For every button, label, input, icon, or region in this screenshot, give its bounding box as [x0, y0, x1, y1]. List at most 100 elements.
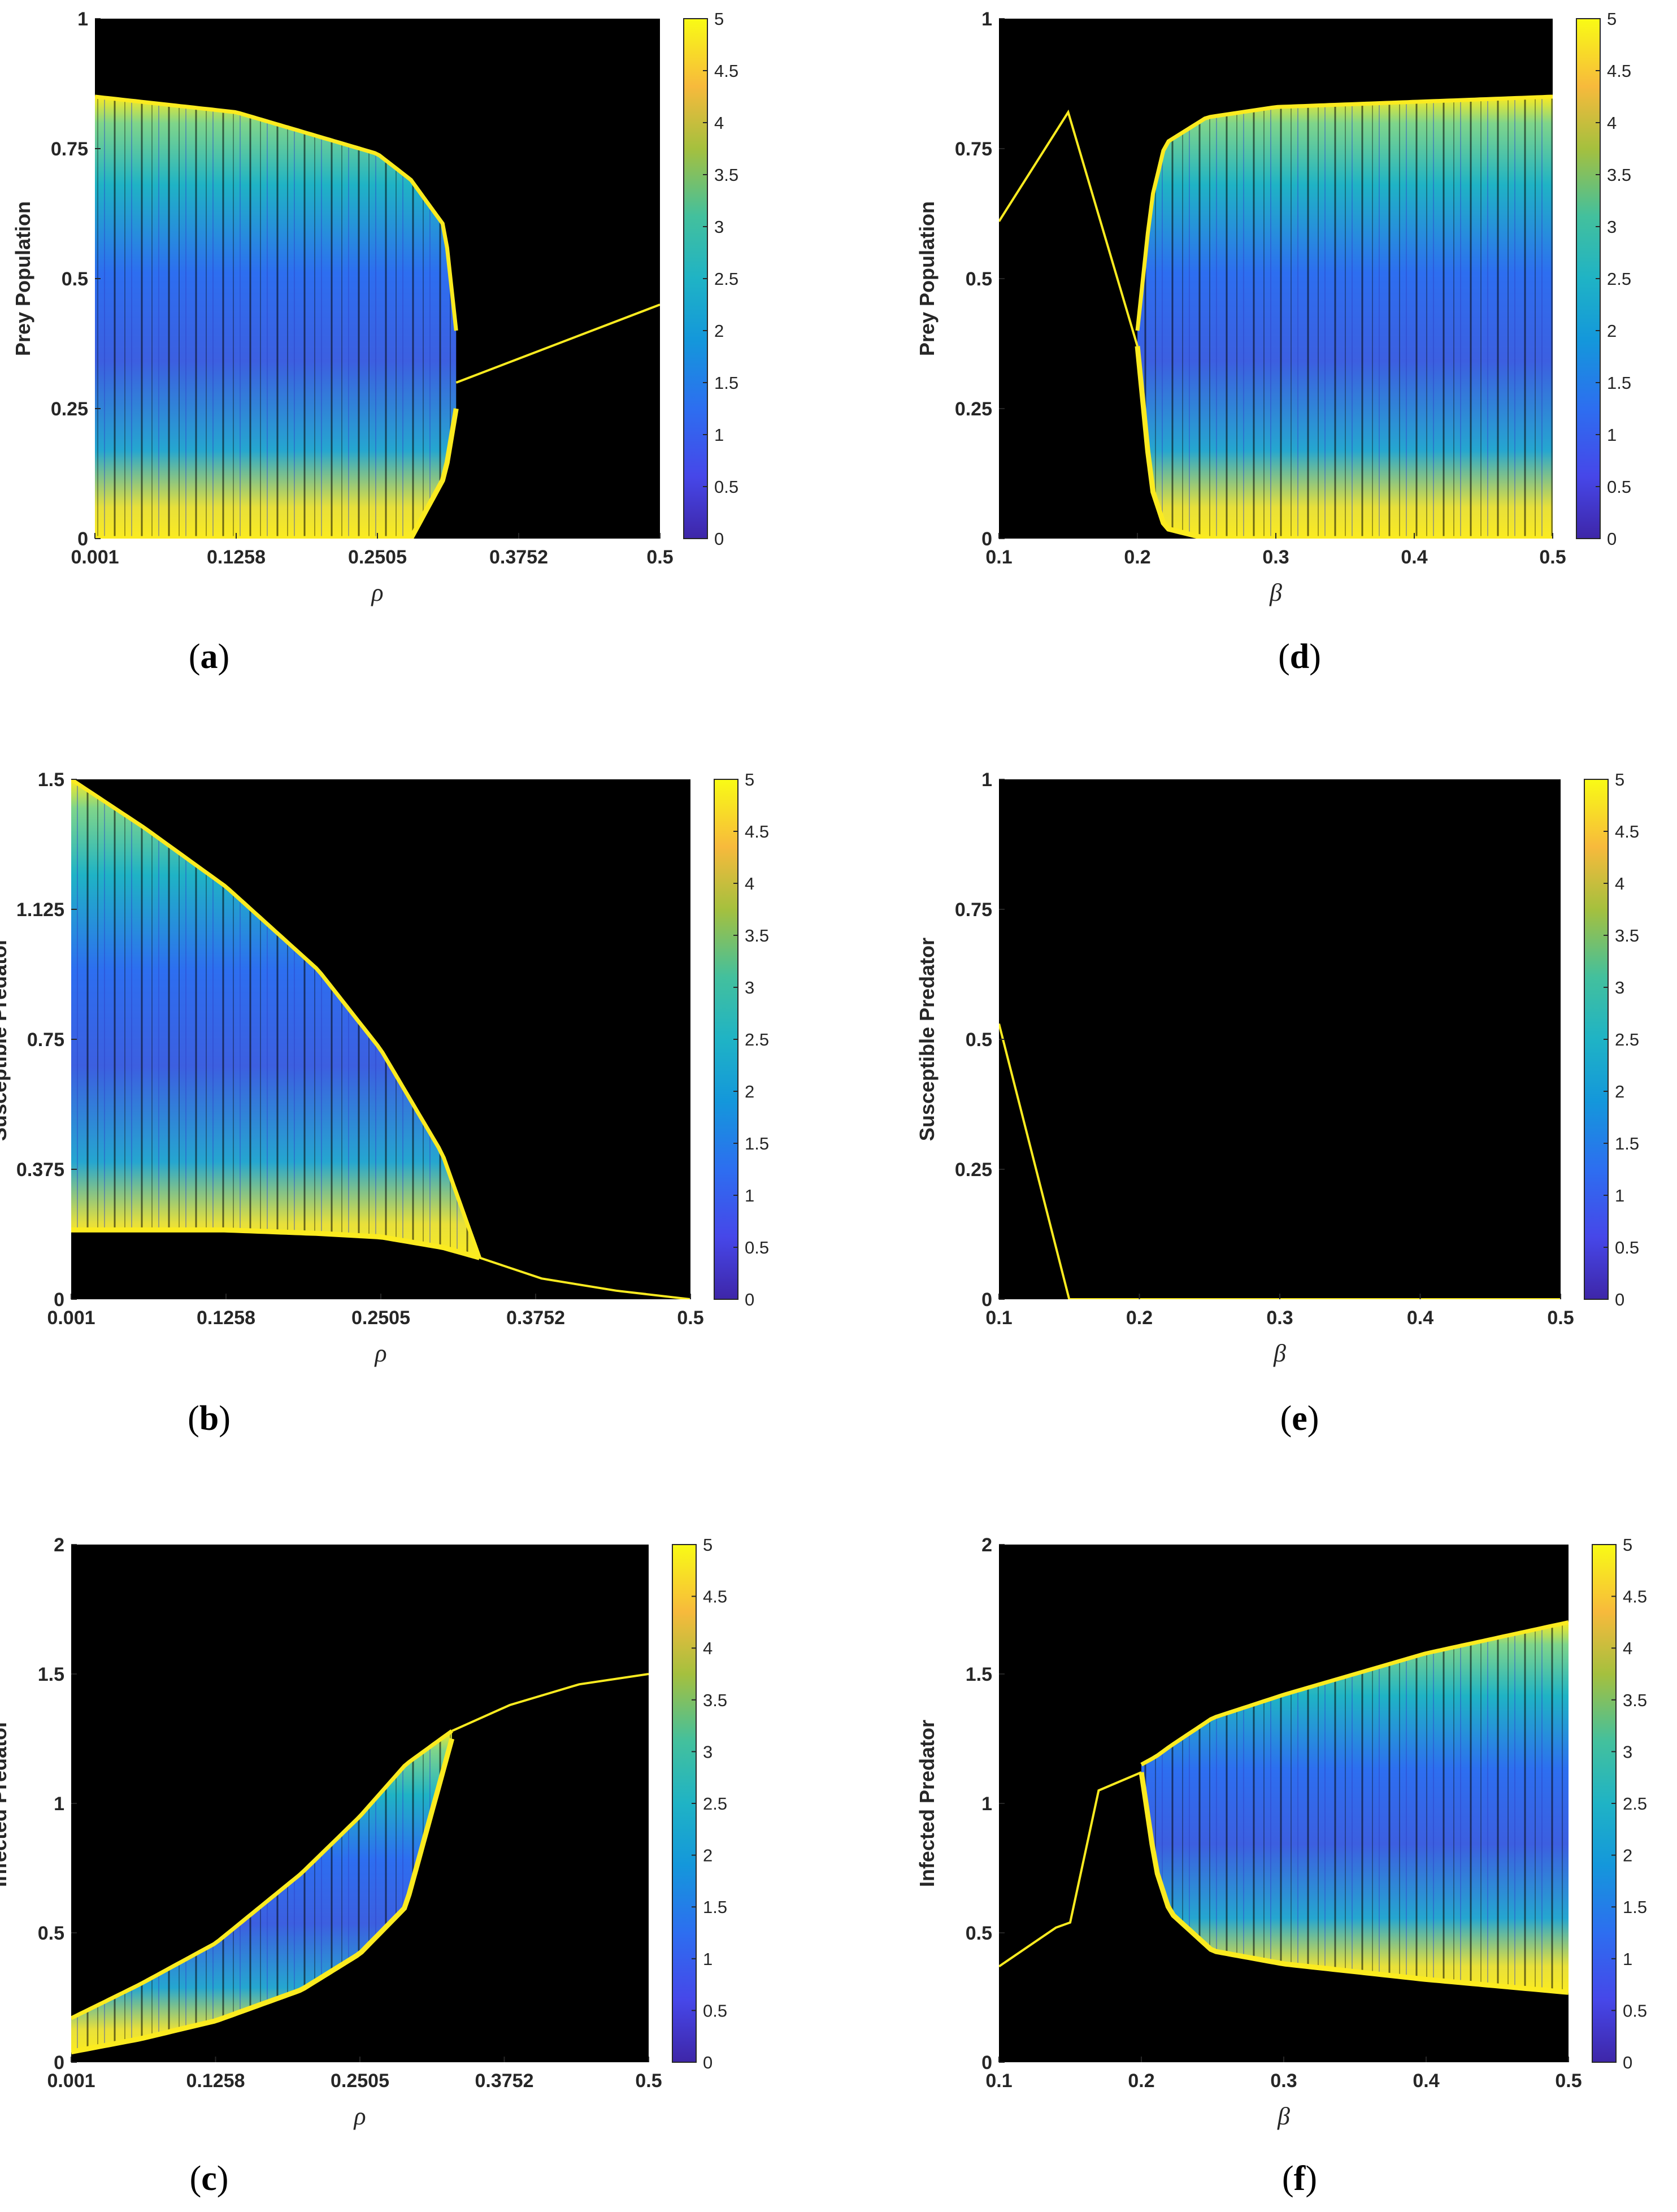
- y-tick-label: 1: [54, 1793, 64, 1815]
- colorbar-tick-label: 1: [703, 1949, 712, 1969]
- colorbar-tick-label: 0.5: [1607, 477, 1631, 497]
- colorbar-tick-label: 1: [1623, 1949, 1632, 1969]
- colorbar-tick-label: 3.5: [1607, 165, 1631, 185]
- y-tick-label: 0: [77, 528, 88, 550]
- colorbar-tick-label: 0.5: [1623, 2001, 1647, 2020]
- band-upper-edge: [1140, 1620, 1569, 1767]
- colorbar-tick-label: 4.5: [714, 61, 738, 81]
- stable-branch: [999, 1023, 1561, 1299]
- y-axis-label: Prey Population: [915, 201, 939, 356]
- y-axis-label: Infected Predator: [915, 1720, 939, 1887]
- panel-c: 0.001 0.1258 0.2505 0.3752 0.5 0 0.5 1 1.5 2 ρ Infe…: [0, 1534, 727, 2198]
- colorbar-tick-label: 3.5: [703, 1690, 727, 1710]
- y-tick-label: 1.5: [38, 1664, 64, 1685]
- y-tick-label: 1.5: [38, 769, 64, 791]
- y-tick-label: 0: [981, 2052, 992, 2074]
- x-tick-label: 0.3752: [506, 1307, 565, 1329]
- x-tick-label: 0.2: [1128, 2070, 1154, 2092]
- colorbar-tick-label: 2.5: [703, 1794, 727, 1814]
- x-tick-label: 0.1: [985, 547, 1012, 568]
- colorbar-tick-label: 5: [714, 9, 724, 29]
- y-tick-label: 0: [54, 2052, 64, 2074]
- colorbar-tick-label: 0: [714, 529, 724, 549]
- colorbar-tick-label: 3: [1623, 1742, 1632, 1762]
- colorbar-tick-label: 1: [745, 1186, 754, 1205]
- x-tick-label: 0.001: [71, 547, 119, 568]
- colorbar-tick-label: 4: [714, 113, 724, 133]
- x-tick-label: 0.4: [1413, 2070, 1439, 2092]
- y-axis-label: Susceptible Predator: [0, 938, 11, 1141]
- y-tick-label: 0: [981, 528, 992, 550]
- periodic-window-stripes: [95, 97, 457, 539]
- x-tick-label: 0.5: [1547, 1307, 1574, 1329]
- colorbar-tick-label: 0: [1607, 529, 1617, 549]
- colorbar: [1576, 18, 1601, 539]
- colorbar-tick-label: 0: [1615, 1290, 1624, 1309]
- colorbar-tick-label: 0.5: [714, 477, 738, 497]
- colorbar-tick-label: 0: [703, 2053, 712, 2072]
- band-upper-edge: [71, 779, 481, 1259]
- x-tick-label: 0.2505: [348, 547, 407, 568]
- colorbar-tick-label: 4: [1615, 874, 1624, 894]
- x-tick-label: 0.2505: [331, 2070, 389, 2092]
- colorbar-tick-label: 1.5: [1623, 1897, 1647, 1917]
- panel-label: (a): [189, 637, 229, 676]
- x-axis-label: β: [1273, 1339, 1286, 1367]
- colorbar-tick-label: 2.5: [714, 269, 738, 289]
- plot-area: [999, 779, 1561, 1299]
- y-axis-label: Infected Predator: [0, 1720, 11, 1887]
- colorbar-tick-label: 1: [1607, 425, 1617, 445]
- colorbar-tick-label: 1.5: [714, 373, 738, 393]
- y-tick-label: 0.5: [38, 1923, 64, 1944]
- x-tick-label: 0.1258: [197, 1307, 255, 1329]
- colorbar-tick-label: 5: [745, 770, 754, 790]
- colorbar-tick-label: 4.5: [1615, 822, 1639, 842]
- colorbar-tick-label: 3: [1607, 217, 1617, 237]
- x-tick-label: 0.5: [646, 547, 673, 568]
- y-tick-label: 0: [981, 1289, 992, 1311]
- band-lower-edge: [1139, 1772, 1569, 1995]
- x-tick-label: 0.3: [1262, 547, 1289, 568]
- colorbar-tick-label: 1.5: [703, 1897, 727, 1917]
- x-tick-label: 0.2: [1126, 1307, 1153, 1329]
- x-tick-label: 0.3752: [489, 547, 548, 568]
- colorbar-tick-label: 2: [703, 1846, 712, 1866]
- band-upper-edge: [71, 1729, 453, 2020]
- colorbar-tick-label: 3: [703, 1742, 712, 1762]
- colorbar-tick-label: 1.5: [1607, 373, 1631, 393]
- x-tick-label: 0.3752: [475, 2070, 534, 2092]
- colorbar-tick-label: 2: [1615, 1082, 1624, 1101]
- y-tick-label: 0.25: [955, 1159, 992, 1181]
- periodic-window-stripes: [71, 779, 480, 1258]
- band-upper-edge: [95, 94, 458, 331]
- colorbar-tick-label: 1: [1615, 1186, 1624, 1205]
- x-tick-label: 0.1: [985, 2070, 1012, 2092]
- colorbar-tick-label: 0: [1623, 2053, 1632, 2072]
- panel-label: (b): [188, 1399, 231, 1438]
- y-tick-label: 0.5: [966, 1923, 992, 1944]
- y-tick-label: 0.75: [51, 138, 88, 160]
- colorbar-tick-label: 1.5: [1615, 1134, 1639, 1153]
- y-tick-label: 0: [54, 1289, 64, 1311]
- stable-branch: [455, 303, 660, 384]
- colorbar-tick-label: 4.5: [1623, 1587, 1647, 1607]
- x-tick-label: 0.5: [1539, 547, 1566, 568]
- x-axis-label: ρ: [373, 1339, 386, 1367]
- x-tick-label: 0.1258: [186, 2070, 245, 2092]
- colorbar-tick-label: 4: [703, 1638, 712, 1658]
- stable-branch: [479, 1256, 690, 1299]
- y-tick-label: 1: [981, 8, 992, 30]
- colorbar-tick-label: 4: [745, 874, 754, 894]
- colorbar-tick-label: 3: [1615, 978, 1624, 997]
- colorbar-tick-label: 4.5: [745, 822, 769, 842]
- panel-a: 0.001 0.1258 0.2505 0.3752 0.5 0 0.25 0.5 0.75 1 ρ…: [11, 8, 738, 676]
- panel-label: (d): [1278, 637, 1321, 676]
- periodic-window-stripes: [1141, 1622, 1569, 1993]
- colorbar-tick-label: 0.5: [703, 2001, 727, 2020]
- band-upper-edge: [1135, 94, 1553, 331]
- x-tick-label: 0.1258: [207, 547, 266, 568]
- colorbar-tick-label: 2.5: [745, 1030, 769, 1049]
- colorbar-tick-label: 4: [1623, 1638, 1632, 1658]
- x-tick-label: 0.5: [1555, 2070, 1582, 2092]
